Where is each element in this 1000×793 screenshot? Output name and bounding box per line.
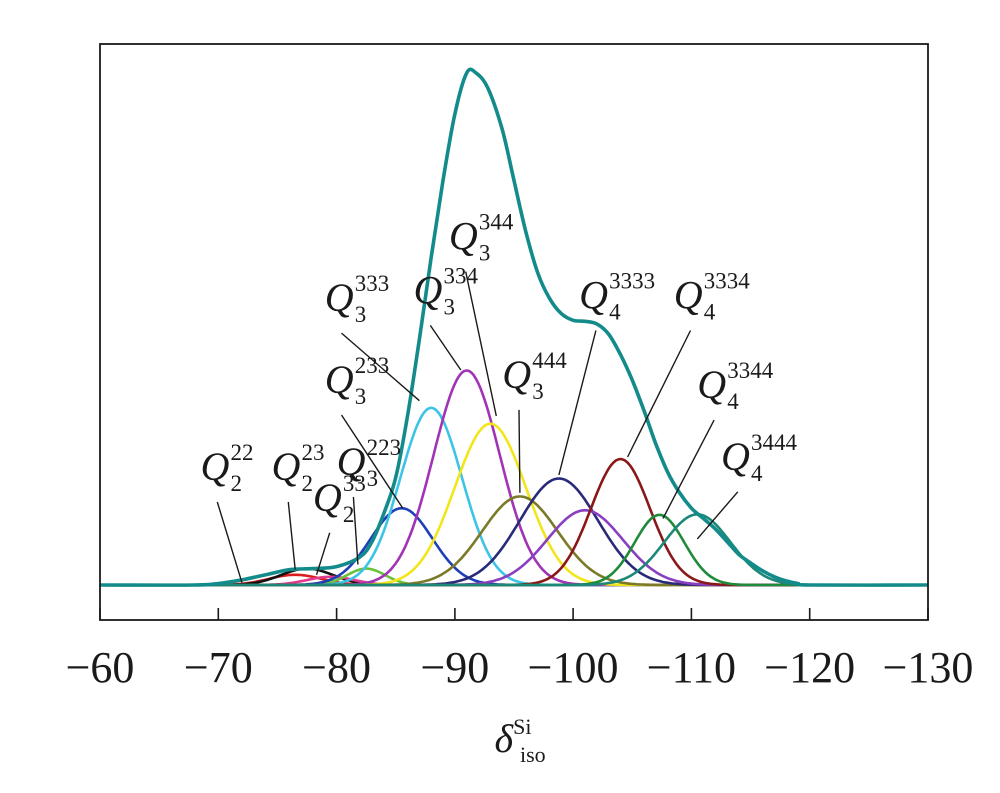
annotation-superscript: 3444 <box>751 430 798 455</box>
annotation-main: Q <box>502 352 531 397</box>
annotation-subscript: 3 <box>355 302 367 327</box>
annotation-superscript: 3344 <box>727 358 774 383</box>
annotation-subscript: 3 <box>532 379 544 404</box>
annotation-q3-233: Q 233 3 <box>325 353 390 409</box>
annotation-main: Q <box>325 357 354 402</box>
annotation-subscript: 3 <box>367 466 379 491</box>
leader-line-q4-3334 <box>626 330 692 458</box>
annotation-subscript: 2 <box>343 502 355 527</box>
annotation-subscript: 3 <box>444 294 456 319</box>
annotation-q4-3333: Q 3333 4 <box>579 269 655 325</box>
annotation-superscript: 344 <box>479 210 514 235</box>
plot-area <box>100 44 928 620</box>
annotation-main: Q <box>674 273 703 318</box>
annotation-q2-22: Q 222 <box>201 440 254 496</box>
annotation-main: Q <box>337 439 366 484</box>
annotation-main: Q <box>325 275 354 320</box>
annotation-main: Q <box>414 267 443 312</box>
x-tick-label: −110 <box>647 643 736 692</box>
leader-line-q2-33 <box>315 532 331 576</box>
annotation-subscript: 4 <box>751 461 763 486</box>
annotation-q3-333: Q 3333 <box>325 271 390 327</box>
leader-line-q3-333 <box>341 332 420 402</box>
annotation-q4-3344: Q 3344 4 <box>697 358 774 414</box>
x-tick-label: −100 <box>528 643 619 692</box>
annotation-superscript: 3334 <box>704 269 751 294</box>
annotation-main: Q <box>449 214 478 259</box>
annotation-q2-33: Q 33 2 <box>313 471 366 527</box>
annotation-subscript: 2 <box>302 471 314 496</box>
leader-line-q3-444 <box>518 409 521 493</box>
annotation-subscript: 3 <box>479 241 491 266</box>
leader-line-q4-3333 <box>558 330 597 476</box>
x-tick-label: −70 <box>184 643 253 692</box>
annotation-superscript: 223 <box>367 435 402 460</box>
annotation-subscript: 3 <box>355 384 367 409</box>
leader-lines <box>216 271 739 583</box>
series-layer <box>99 67 929 587</box>
annotation-main: Q <box>313 475 342 520</box>
annotation-subscript: 4 <box>727 389 739 414</box>
x-axis-label-symbol: δ <box>495 716 515 761</box>
leader-line-q3-334 <box>429 325 462 371</box>
annotation-superscript: 33 <box>343 471 366 496</box>
annotation-main: Q <box>697 362 726 407</box>
annotation-q4-3334: Q 3334 4 <box>674 269 751 325</box>
x-tick-label: −130 <box>883 643 974 692</box>
leader-line-q2-22 <box>216 501 243 583</box>
annotation-superscript: 444 <box>532 348 567 373</box>
annotation-superscript: 22 <box>231 440 254 465</box>
x-tick-label: −120 <box>764 643 855 692</box>
annotation-q3-444: Q 444 3 <box>502 348 567 404</box>
annotation-q3-344: Q 344 3 <box>449 210 514 266</box>
leader-line-q3-233 <box>340 414 404 509</box>
x-axis: −60 −70 −80 −90 −100 −110 −120 −130 <box>66 608 974 692</box>
annotation-q4-3444: Q 3444 4 <box>721 430 798 486</box>
x-axis-label-superscript: Si <box>513 714 531 739</box>
x-axis-label-subscript: iso <box>520 742 546 767</box>
leader-line-q2-23 <box>287 501 296 570</box>
plot-frame <box>99 43 929 621</box>
annotation-subscript: 2 <box>231 471 243 496</box>
annotation-subscript: 4 <box>704 300 716 325</box>
leader-line-q4-3444 <box>696 491 739 540</box>
leader-line-q3-344 <box>465 271 497 417</box>
plot-background <box>100 44 928 620</box>
annotation-superscript: 23 <box>302 440 325 465</box>
plot-border <box>99 43 929 621</box>
series-q4-4444 <box>100 513 926 587</box>
annotation-subscript: 4 <box>609 300 621 325</box>
annotation-q2-23: Q 23 2 <box>272 440 325 496</box>
annotation-superscript: 333 <box>355 271 390 296</box>
x-tick-label: −60 <box>66 643 135 692</box>
annotation-main: Q <box>579 273 608 318</box>
annotation-superscript: 3333 <box>609 269 655 294</box>
leader-line-q4-3344 <box>662 419 715 519</box>
x-tick-label: −80 <box>302 643 371 692</box>
annotation-superscript: 233 <box>355 353 390 378</box>
annotation-main: Q <box>721 434 750 479</box>
annotation-q3-334: Q 334 3 <box>414 263 479 319</box>
annotation-main: Q <box>272 444 301 489</box>
annotation-main: Q <box>201 444 230 489</box>
annotation-q3-223: Q 223 3 <box>337 435 402 491</box>
x-tick-label: −90 <box>420 643 489 692</box>
annotation-superscript: 334 <box>444 263 479 288</box>
leader-line-q3-223 <box>352 496 359 565</box>
x-axis-label: δSi <box>495 714 532 761</box>
